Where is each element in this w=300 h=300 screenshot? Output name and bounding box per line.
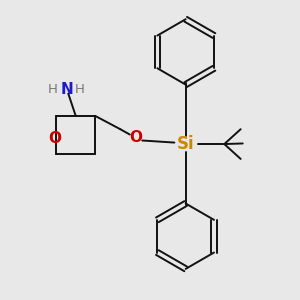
Text: O: O (129, 130, 142, 145)
Text: N: N (61, 82, 74, 97)
Text: H: H (75, 83, 85, 97)
Text: H: H (48, 83, 57, 97)
Text: O: O (48, 131, 62, 146)
Text: Si: Si (177, 135, 194, 153)
